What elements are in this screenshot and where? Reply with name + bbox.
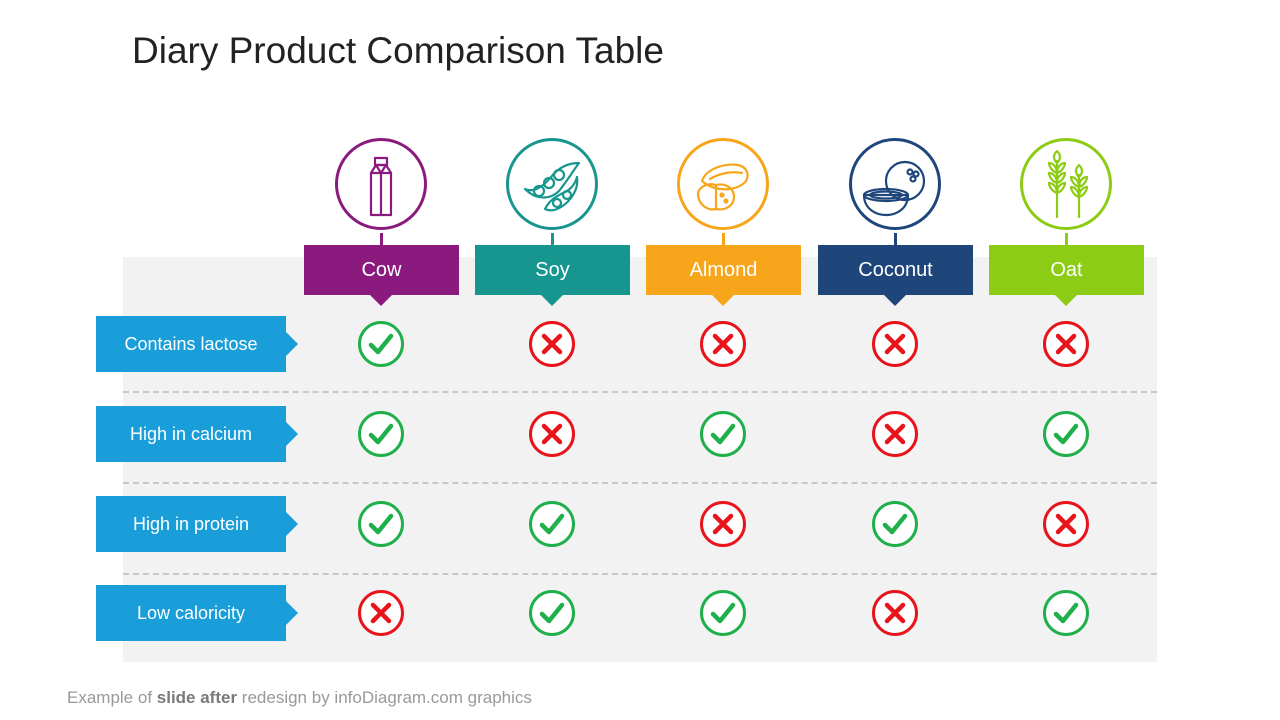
row-label-high-in-calcium: High in calcium [96, 406, 298, 462]
check-icon [1042, 410, 1090, 458]
column-connector [722, 233, 725, 245]
row-label-pointer [286, 512, 298, 536]
row-label-text: Low caloricity [136, 602, 246, 623]
column-connector [380, 233, 383, 245]
column-header-almond: Almond [646, 245, 801, 306]
column-header-label: Cow [361, 258, 402, 281]
milk-carton-icon [335, 138, 427, 230]
row-label-pointer [286, 601, 298, 625]
check-icon [357, 500, 405, 548]
column-connector [894, 233, 897, 245]
check-icon [871, 500, 919, 548]
cross-icon [357, 589, 405, 637]
row-label-pointer [286, 422, 298, 446]
column-header-label: Soy [535, 258, 570, 281]
footer-prefix: Example of [67, 688, 157, 707]
check-icon [699, 410, 747, 458]
column-connector [1065, 233, 1068, 245]
check-icon [357, 410, 405, 458]
page-title: Diary Product Comparison Table [132, 30, 664, 71]
footer-caption: Example of slide after redesign by infoD… [67, 688, 532, 708]
soybean-pod-icon [506, 138, 598, 230]
column-header-pointer [1055, 295, 1077, 306]
row-label-contains-lactose: Contains lactose [96, 316, 298, 372]
row-label-high-in-protein: High in protein [96, 496, 298, 552]
cross-icon [699, 500, 747, 548]
column-header-oat: Oat [989, 245, 1144, 306]
footer-bold: slide after [156, 688, 238, 707]
column-header-pointer [712, 295, 734, 306]
cross-icon [528, 320, 576, 368]
check-icon [357, 320, 405, 368]
column-header-soy: Soy [475, 245, 630, 306]
cross-icon [1042, 320, 1090, 368]
cross-icon [699, 320, 747, 368]
row-label-low-caloricity: Low caloricity [96, 585, 298, 641]
footer-suffix: redesign by infoDiagram.com graphics [237, 688, 532, 707]
column-header-cow: Cow [304, 245, 459, 306]
check-icon [1042, 589, 1090, 637]
column-connector [551, 233, 554, 245]
almond-icon [677, 138, 769, 230]
cross-icon [871, 320, 919, 368]
column-header-pointer [541, 295, 563, 306]
column-header-label: Coconut [858, 258, 933, 281]
column-header-pointer [884, 295, 906, 306]
row-label-pointer [286, 332, 298, 356]
cross-icon [1042, 500, 1090, 548]
check-icon [699, 589, 747, 637]
check-icon [528, 500, 576, 548]
oat-wheat-icon [1020, 138, 1112, 230]
column-header-label: Almond [689, 258, 758, 281]
row-label-text: Contains lactose [124, 333, 258, 354]
check-icon [528, 589, 576, 637]
row-label-text: High in protein [132, 513, 250, 534]
row-divider [123, 482, 1157, 484]
cross-icon [528, 410, 576, 458]
cross-icon [871, 410, 919, 458]
column-header-pointer [370, 295, 392, 306]
column-header-label: Oat [1050, 258, 1083, 281]
row-label-text: High in calcium [129, 423, 253, 444]
row-divider [123, 573, 1157, 575]
coconut-icon [849, 138, 941, 230]
cross-icon [871, 589, 919, 637]
column-header-coconut: Coconut [818, 245, 973, 306]
row-divider [123, 391, 1157, 393]
table-background [123, 257, 1157, 662]
